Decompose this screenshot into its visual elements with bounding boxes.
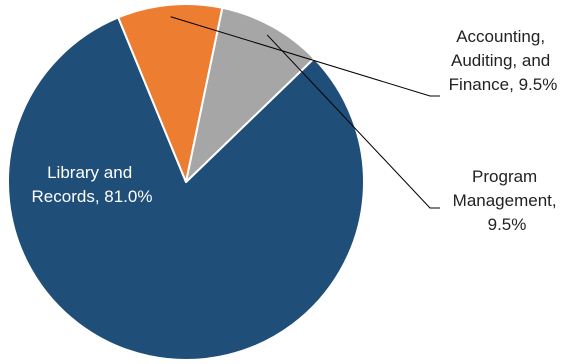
data-label-program-management-line-2: Management, [453,191,557,210]
data-label-accounting-auditing-finance: Accounting, Auditing, and Finance, 9.5% [449,27,558,94]
data-label-program-management: Program Management, 9.5% [453,167,562,234]
pie-slice-library-and-records [7,16,365,361]
data-labels: Library and Records, 81.0% Accounting, A… [32,27,562,234]
data-label-accounting-line-2: Auditing, and [451,51,550,70]
data-label-program-management-line-1: Program [472,167,537,186]
data-label-library-and-records-line-2: Records, 81.0% [32,187,153,206]
data-label-program-management-line-3: 9.5% [488,215,527,234]
pie-slice-accounting-auditing-and-finance [117,3,224,183]
leader-lines [170,16,440,209]
data-label-library-and-records: Library and Records, 81.0% [32,163,153,206]
leader-line-program-management [266,34,440,209]
data-label-accounting-line-3: Finance, 9.5% [449,75,558,94]
pie-slices [7,3,365,361]
data-label-accounting-line-1: Accounting, [456,27,545,46]
data-label-library-and-records-line-1: Library and [47,163,132,182]
leader-line-accounting [170,16,440,97]
